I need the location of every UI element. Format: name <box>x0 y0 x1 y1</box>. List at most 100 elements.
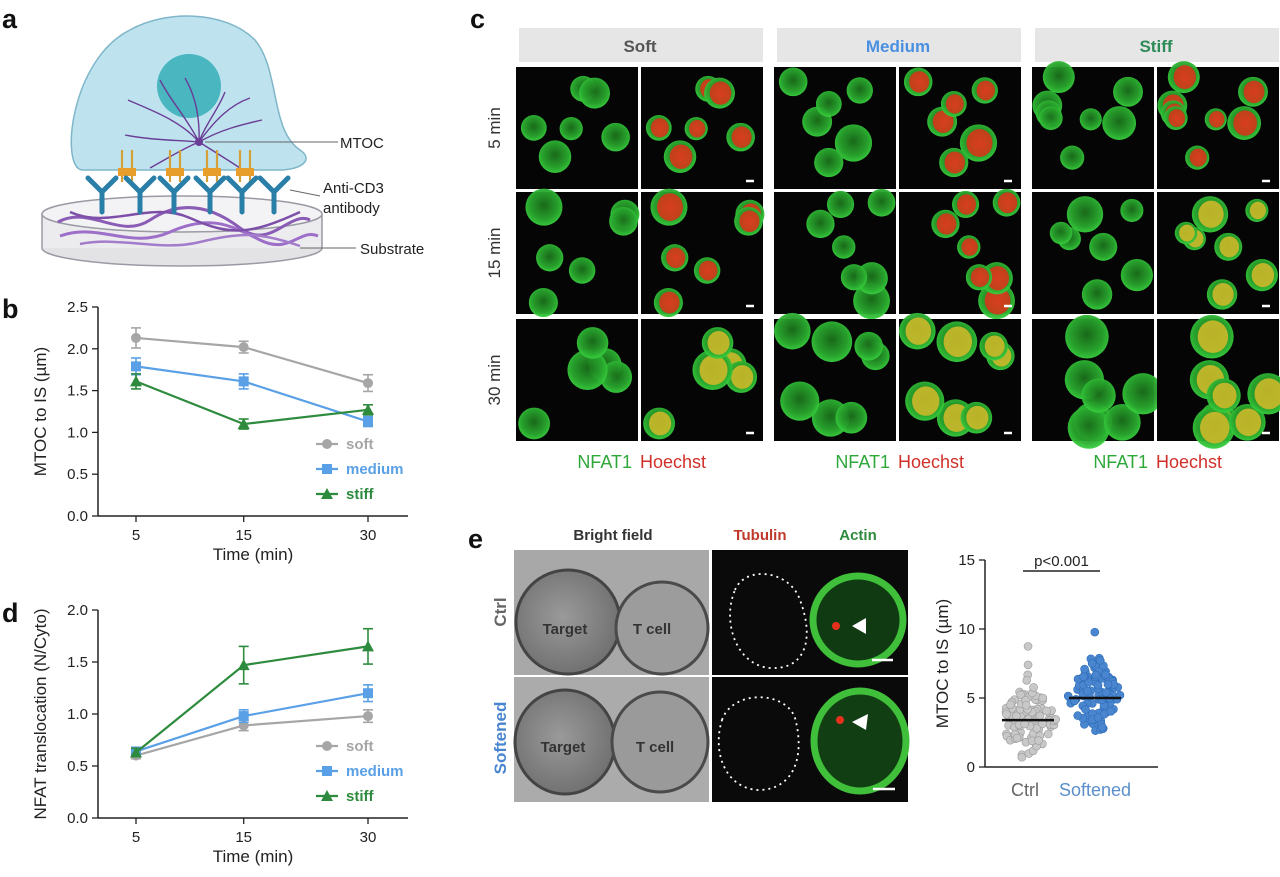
point-stiff <box>130 746 142 758</box>
row-label-ctrl: Ctrl <box>491 597 510 626</box>
series-line-stiff <box>135 380 369 426</box>
column-header-bg <box>1035 28 1279 62</box>
channel-label-green: NFAT1 <box>835 452 890 472</box>
header-actin: Actin <box>839 527 877 544</box>
fluor-image-softened <box>712 677 910 802</box>
panel-label-c: c <box>470 4 485 34</box>
nucleus <box>932 110 954 133</box>
label-antibody: antibody <box>323 200 380 217</box>
point-stiff <box>362 403 374 415</box>
cell <box>559 117 583 141</box>
x-category-ctrl: Ctrl <box>1011 780 1039 800</box>
nucleus <box>709 81 732 105</box>
cell <box>576 327 609 359</box>
nucleus <box>1199 411 1230 444</box>
column-title-medium: Medium <box>866 37 930 56</box>
data-point-ctrl <box>1016 690 1026 700</box>
column-title-stiff: Stiff <box>1139 37 1172 56</box>
row-label: 15 min <box>485 227 504 278</box>
series-line-soft <box>135 336 369 385</box>
panel-label-a: a <box>2 4 18 34</box>
nucleus <box>699 354 728 386</box>
nucleus <box>966 405 989 430</box>
cell <box>609 206 638 236</box>
cell <box>1120 259 1154 292</box>
y-tick-label: 1.0 <box>67 706 88 723</box>
nucleus <box>909 71 930 93</box>
y-axis-label: MTOC to IS (µm) <box>933 599 952 728</box>
cell <box>601 122 630 152</box>
data-point-ctrl <box>1035 711 1045 721</box>
cell <box>846 77 873 104</box>
substrate-dish <box>41 195 323 267</box>
data-point-softened <box>1101 670 1110 679</box>
cell <box>826 190 855 219</box>
nucleus <box>984 335 1005 357</box>
point-medium <box>363 416 373 427</box>
panel-c-microscopy: Soft NFAT1 Hoechst Medium NFAT1 Hoechst Stiff N… <box>485 28 1280 472</box>
point-soft <box>238 342 249 353</box>
data-point-ctrl <box>1038 693 1048 703</box>
data-point-softened <box>1079 672 1088 681</box>
cell <box>1060 145 1085 170</box>
point-medium <box>238 376 249 387</box>
nucleus <box>1198 200 1224 228</box>
point-medium <box>131 361 141 372</box>
cell <box>568 257 596 284</box>
data-point-softened <box>1093 680 1103 690</box>
data-point-ctrl <box>1002 709 1011 719</box>
data-point-softened <box>1080 664 1089 674</box>
nucleus <box>659 291 680 314</box>
y-tick-label: 2.0 <box>67 602 88 619</box>
label-target-ctrl: Target <box>543 621 588 638</box>
nucleus <box>1179 224 1195 242</box>
data-point-ctrl <box>1034 736 1043 745</box>
series-line-soft <box>135 714 369 757</box>
legend-marker-medium <box>322 766 332 776</box>
nucleus <box>966 129 993 157</box>
x-tick-label: 5 <box>132 829 140 846</box>
y-tick-label: 0.5 <box>67 466 88 483</box>
mtoc-illustration <box>195 138 203 146</box>
data-point-softened <box>1095 655 1105 665</box>
x-tick-label: 30 <box>360 829 377 846</box>
chart-mtoc-vs-time: 0.0 0.5 1.0 1.5 2.0 2.5 5 15 30 Time (min) MTOC to… <box>31 299 408 564</box>
chart-nfat-translocation: 0.0 0.5 1.0 1.5 2.0 5 15 30 Time (min) NFAT trans… <box>31 602 408 866</box>
cell <box>1113 76 1143 107</box>
y-tick-label: 1.5 <box>67 654 88 671</box>
nucleus <box>976 80 996 101</box>
cell <box>1065 314 1109 359</box>
y-tick-label: 0.5 <box>67 758 88 775</box>
nucleus <box>961 238 978 256</box>
legend-label-medium: medium <box>346 461 404 478</box>
cell <box>1122 373 1164 415</box>
nucleus <box>1249 201 1266 220</box>
chart-mtoc-scatter: 0 5 10 15 MTOC to IS (µm) Ctrl Softened p<0.001 <box>933 552 1158 800</box>
cell <box>834 124 873 162</box>
cell <box>600 361 633 393</box>
point-medium <box>238 711 249 722</box>
cell <box>778 67 808 97</box>
fluor-image-ctrl <box>712 550 908 675</box>
row-label: 5 min <box>485 107 504 149</box>
y-tick-label: 2.0 <box>67 341 88 358</box>
y-tick-label: 0.0 <box>67 810 88 827</box>
legend-marker-soft <box>322 439 332 449</box>
label-target-softened: Target <box>541 739 586 756</box>
data-point-ctrl <box>1011 711 1021 721</box>
nucleus <box>698 260 718 281</box>
nucleus <box>666 247 686 269</box>
cell <box>1089 232 1118 261</box>
label-tcell-ctrl: T cell <box>633 621 671 638</box>
cell <box>1120 198 1144 223</box>
cell <box>1042 61 1075 94</box>
cell <box>1103 403 1141 441</box>
data-point-softened <box>1083 686 1092 696</box>
bf-image-softened: Target T cell <box>513 677 710 802</box>
point-medium <box>363 688 373 699</box>
nucleus <box>984 286 1011 315</box>
label-mtoc: MTOC <box>340 135 384 152</box>
row-label-softened: Softened <box>491 702 510 775</box>
legend-marker-soft <box>322 741 332 751</box>
cell <box>774 312 811 350</box>
